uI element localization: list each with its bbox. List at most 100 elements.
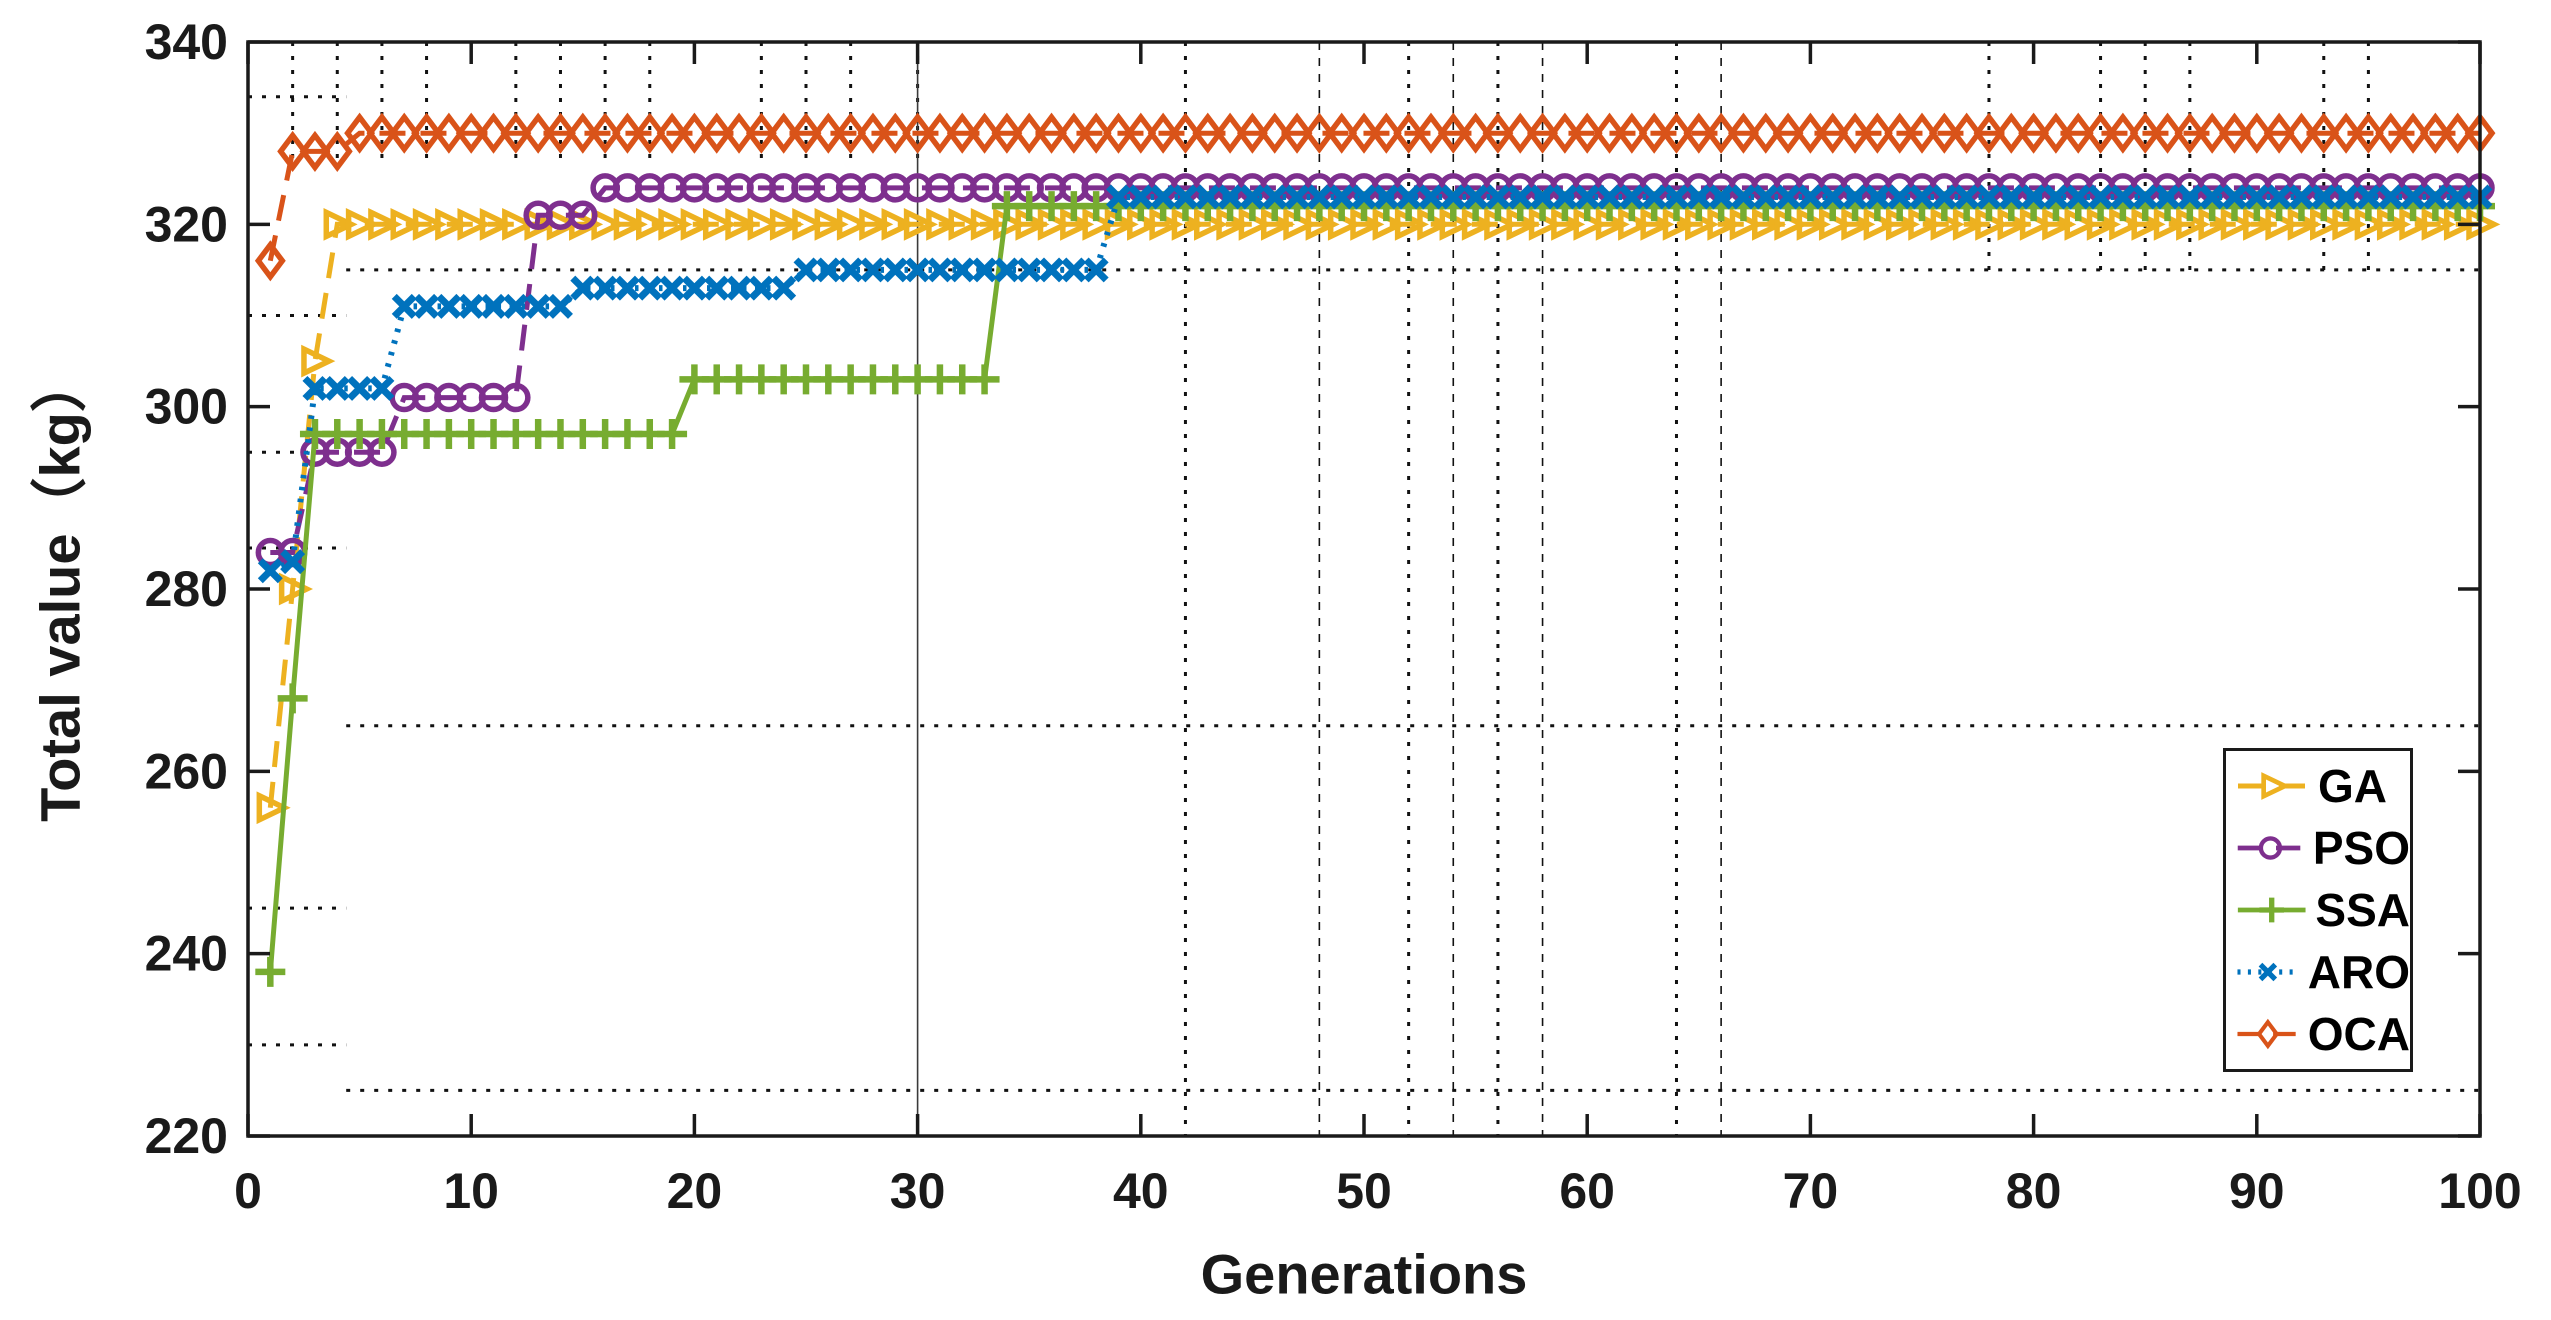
- x-tick-label: 10: [443, 1163, 499, 1219]
- marker-x: [1039, 257, 1064, 283]
- y-tick-label: 300: [145, 379, 228, 435]
- marker-diamond: [1504, 112, 1536, 154]
- marker-diamond: [1125, 112, 1157, 154]
- marker-diamond: [634, 112, 666, 154]
- marker-diamond: [1058, 112, 1090, 154]
- marker-x: [414, 293, 440, 319]
- marker-diamond: [254, 240, 286, 282]
- marker-diamond: [567, 112, 599, 154]
- marker-diamond: [1683, 112, 1715, 154]
- marker-diamond: [1103, 112, 1134, 154]
- marker-x: [369, 375, 395, 401]
- marker-diamond: [2040, 112, 2072, 154]
- marker-x: [1664, 184, 1689, 210]
- marker-diamond: [1192, 112, 1224, 154]
- marker-diamond: [1415, 112, 1447, 154]
- marker-x: [1552, 184, 1578, 210]
- marker-x: [1351, 184, 1377, 210]
- marker-x: [905, 257, 931, 283]
- legend-line-sample-ga: [2238, 772, 2308, 800]
- marker-x: [815, 257, 841, 283]
- marker-triangle-right: [2261, 772, 2291, 800]
- marker-triangle-right: [948, 207, 983, 241]
- marker-diamond: [1281, 112, 1313, 154]
- marker-x: [1909, 184, 1935, 210]
- marker-x: [1641, 184, 1667, 210]
- marker-diamond: [612, 112, 643, 154]
- marker-x: [726, 275, 752, 301]
- marker-diamond: [1861, 112, 1893, 154]
- marker-x: [1998, 184, 2024, 210]
- marker-triangle-right: [725, 207, 760, 241]
- marker-x: [2021, 184, 2047, 210]
- marker-triangle-right: [435, 207, 470, 241]
- marker-triangle-right: [814, 207, 849, 241]
- marker-diamond: [2085, 112, 2116, 154]
- x-tick-label: 100: [2438, 1163, 2521, 1219]
- marker-x: [324, 375, 350, 401]
- marker-x: [860, 257, 886, 283]
- marker-diamond: [1794, 112, 1826, 154]
- marker-diamond: [522, 112, 554, 154]
- marker-diamond: [902, 112, 934, 154]
- y-tick-label: 220: [145, 1108, 228, 1164]
- marker-x: [838, 257, 864, 283]
- legend-label-oca: OCA: [2307, 1008, 2410, 1060]
- series-ARO: [257, 184, 2493, 584]
- marker-triangle-right: [345, 207, 380, 241]
- marker-x: [481, 293, 506, 319]
- marker-diamond: [1928, 112, 1960, 154]
- marker-diamond: [321, 130, 353, 172]
- marker-x: [1708, 184, 1734, 210]
- marker-x: [2258, 962, 2278, 982]
- marker-diamond: [1973, 112, 2005, 154]
- marker-diamond: [723, 112, 755, 154]
- marker-plus: [657, 419, 688, 450]
- marker-diamond: [2018, 112, 2050, 154]
- marker-diamond: [1259, 112, 1291, 154]
- marker-x: [2355, 184, 2381, 210]
- marker-diamond: [946, 112, 978, 154]
- marker-diamond: [2442, 112, 2474, 154]
- series-OCA: [254, 112, 2496, 282]
- marker-x: [1217, 184, 1243, 210]
- marker-diamond: [1214, 112, 1246, 154]
- marker-diamond: [1594, 112, 1625, 154]
- marker-triangle-right: [301, 344, 336, 378]
- marker-diamond: [835, 112, 867, 154]
- marker-diamond: [1326, 112, 1358, 154]
- marker-diamond: [2062, 112, 2094, 154]
- marker-x: [2445, 184, 2471, 210]
- marker-x: [2132, 184, 2158, 210]
- marker-x: [1061, 257, 1087, 283]
- marker-x: [525, 293, 551, 319]
- marker-x: [592, 275, 618, 301]
- marker-x: [1083, 257, 1109, 283]
- x-tick-label: 80: [2006, 1163, 2062, 1219]
- marker-diamond: [1437, 112, 1469, 154]
- legend-label-pso: PSO: [2312, 822, 2410, 874]
- legend-item-ga: GA: [2234, 763, 2410, 809]
- marker-x: [1373, 184, 1399, 210]
- marker-diamond: [1370, 112, 1402, 154]
- marker-x: [1797, 184, 1823, 210]
- marker-triangle-right: [792, 207, 827, 241]
- marker-x: [614, 275, 640, 301]
- marker-x: [1530, 184, 1556, 210]
- marker-x: [2400, 184, 2426, 210]
- marker-x: [458, 293, 484, 319]
- marker-triangle-right: [636, 207, 671, 241]
- marker-x: [882, 257, 908, 283]
- marker-x: [1396, 184, 1422, 210]
- marker-triangle-right: [323, 207, 358, 241]
- marker-diamond: [2107, 112, 2139, 154]
- marker-x: [1195, 184, 1221, 210]
- marker-diamond: [344, 112, 376, 154]
- y-tick-label: 240: [145, 926, 228, 982]
- marker-x: [2177, 184, 2203, 210]
- marker-x: [1931, 184, 1957, 210]
- marker-diamond: [1705, 112, 1737, 154]
- marker-diamond: [1460, 112, 1492, 154]
- marker-x: [659, 275, 685, 301]
- marker-plus: [2259, 897, 2285, 923]
